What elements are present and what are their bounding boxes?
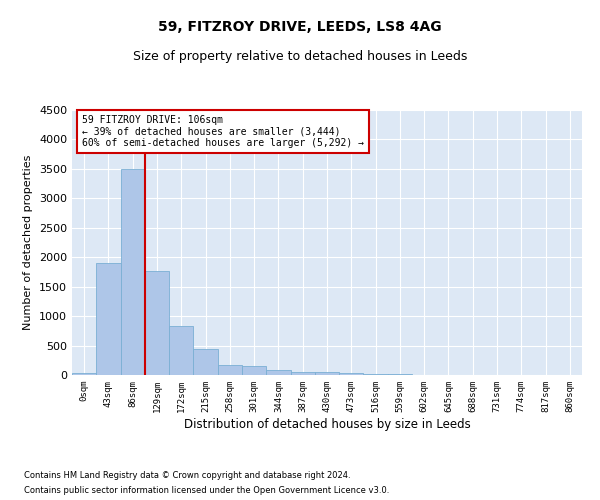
- X-axis label: Distribution of detached houses by size in Leeds: Distribution of detached houses by size …: [184, 418, 470, 430]
- Bar: [193, 348, 218, 375]
- Bar: [72, 373, 96, 375]
- Bar: [242, 366, 266, 375]
- Bar: [290, 372, 315, 375]
- Text: 59, FITZROY DRIVE, LEEDS, LS8 4AG: 59, FITZROY DRIVE, LEEDS, LS8 4AG: [158, 20, 442, 34]
- Bar: [96, 263, 121, 375]
- Bar: [339, 373, 364, 375]
- Text: Size of property relative to detached houses in Leeds: Size of property relative to detached ho…: [133, 50, 467, 63]
- Bar: [315, 372, 339, 375]
- Bar: [388, 374, 412, 375]
- Bar: [218, 365, 242, 375]
- Bar: [121, 169, 145, 375]
- Text: Contains HM Land Registry data © Crown copyright and database right 2024.: Contains HM Land Registry data © Crown c…: [24, 471, 350, 480]
- Bar: [266, 370, 290, 375]
- Bar: [145, 272, 169, 375]
- Bar: [364, 374, 388, 375]
- Y-axis label: Number of detached properties: Number of detached properties: [23, 155, 34, 330]
- Bar: [169, 326, 193, 375]
- Text: 59 FITZROY DRIVE: 106sqm
← 39% of detached houses are smaller (3,444)
60% of sem: 59 FITZROY DRIVE: 106sqm ← 39% of detach…: [82, 116, 364, 148]
- Text: Contains public sector information licensed under the Open Government Licence v3: Contains public sector information licen…: [24, 486, 389, 495]
